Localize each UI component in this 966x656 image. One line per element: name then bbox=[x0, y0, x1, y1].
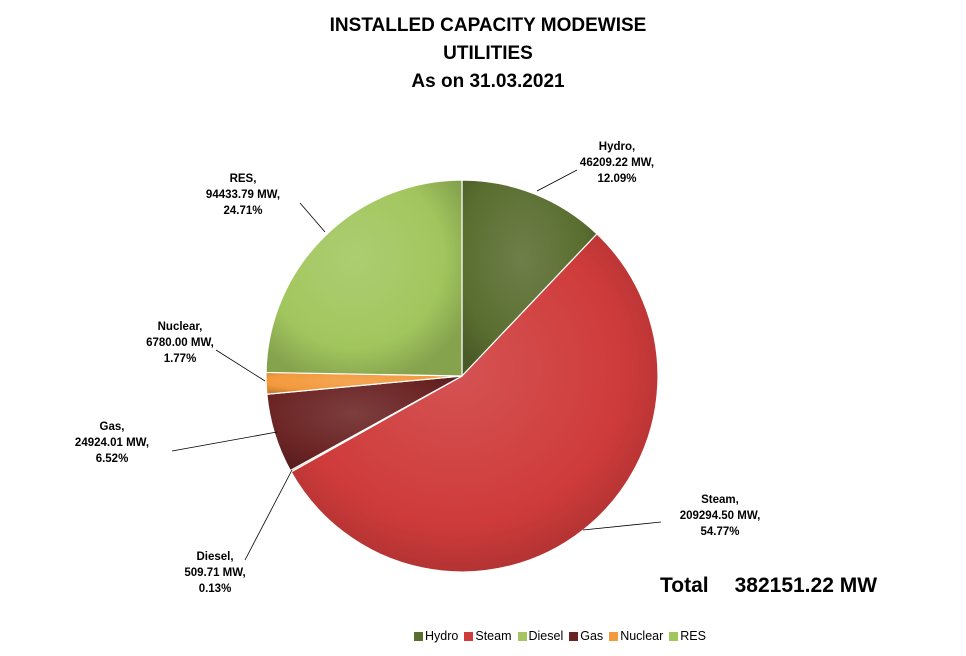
pie-slice-steam bbox=[290, 233, 659, 573]
leader-line-hydro bbox=[536, 169, 578, 192]
legend: Hydro Steam Diesel Gas Nuclear RES bbox=[0, 628, 966, 643]
legend-item-diesel: Diesel bbox=[517, 628, 564, 643]
data-label-nuclear: Nuclear, 6780.00 MW, 1.77% bbox=[146, 321, 214, 365]
legend-item-steam: Steam bbox=[464, 628, 512, 643]
legend-swatch-res bbox=[669, 631, 679, 641]
pie-slices bbox=[265, 179, 659, 573]
data-label-hydro: Hydro, 46209.22 MW, 12.09% bbox=[580, 141, 654, 185]
data-label-res: RES, 94433.79 MW, 24.71% bbox=[206, 173, 280, 217]
legend-label-hydro: Hydro bbox=[425, 628, 459, 643]
leader-line-steam bbox=[582, 521, 662, 531]
legend-label-steam: Steam bbox=[475, 628, 512, 643]
pie-slice-res bbox=[265, 179, 463, 377]
leader-line-res bbox=[299, 202, 326, 233]
legend-label-gas: Gas bbox=[580, 628, 604, 643]
total-capacity: Total 382151.22 MW bbox=[660, 574, 877, 598]
leader-lines bbox=[171, 169, 662, 561]
leader-line-nuclear bbox=[215, 349, 266, 382]
data-label-gas: Gas, 24924.01 MW, 6.52% bbox=[75, 421, 149, 465]
leader-line-gas bbox=[171, 431, 278, 452]
pie-slice-hydro bbox=[461, 179, 598, 378]
legend-label-diesel: Diesel bbox=[528, 628, 564, 643]
chart-title: INSTALLED CAPACITY MODEWISE UTILITIES As… bbox=[0, 12, 966, 96]
legend-label-res: RES bbox=[680, 628, 706, 643]
legend-swatch-diesel bbox=[517, 631, 527, 641]
legend-swatch-nuclear bbox=[609, 631, 619, 641]
legend-item-hydro: Hydro bbox=[414, 629, 458, 643]
data-labels: Hydro, 46209.22 MW, 12.09% Steam, 209294.50 … bbox=[75, 141, 760, 595]
total-label: Total bbox=[660, 574, 709, 597]
data-label-diesel: Diesel, 509.71 MW, 0.13% bbox=[184, 551, 245, 595]
legend-item-nuclear: Nuclear bbox=[609, 629, 663, 643]
total-value: 382151.22 MW bbox=[734, 574, 878, 597]
title-line-2: UTILITIES bbox=[443, 43, 533, 64]
data-label-steam: Steam, 209294.50 MW, 54.77% bbox=[680, 494, 761, 538]
legend-label-nuclear: Nuclear bbox=[620, 628, 664, 643]
legend-item-res: RES bbox=[669, 629, 706, 643]
title-line-3: As on 31.03.2021 bbox=[411, 71, 565, 92]
title-line-1: INSTALLED CAPACITY MODEWISE bbox=[329, 15, 647, 36]
legend-item-gas: Gas bbox=[569, 629, 603, 643]
legend-swatch-hydro bbox=[414, 631, 424, 641]
legend-swatch-steam bbox=[464, 631, 474, 641]
legend-swatch-gas bbox=[569, 631, 579, 641]
leader-line-diesel bbox=[244, 469, 293, 561]
